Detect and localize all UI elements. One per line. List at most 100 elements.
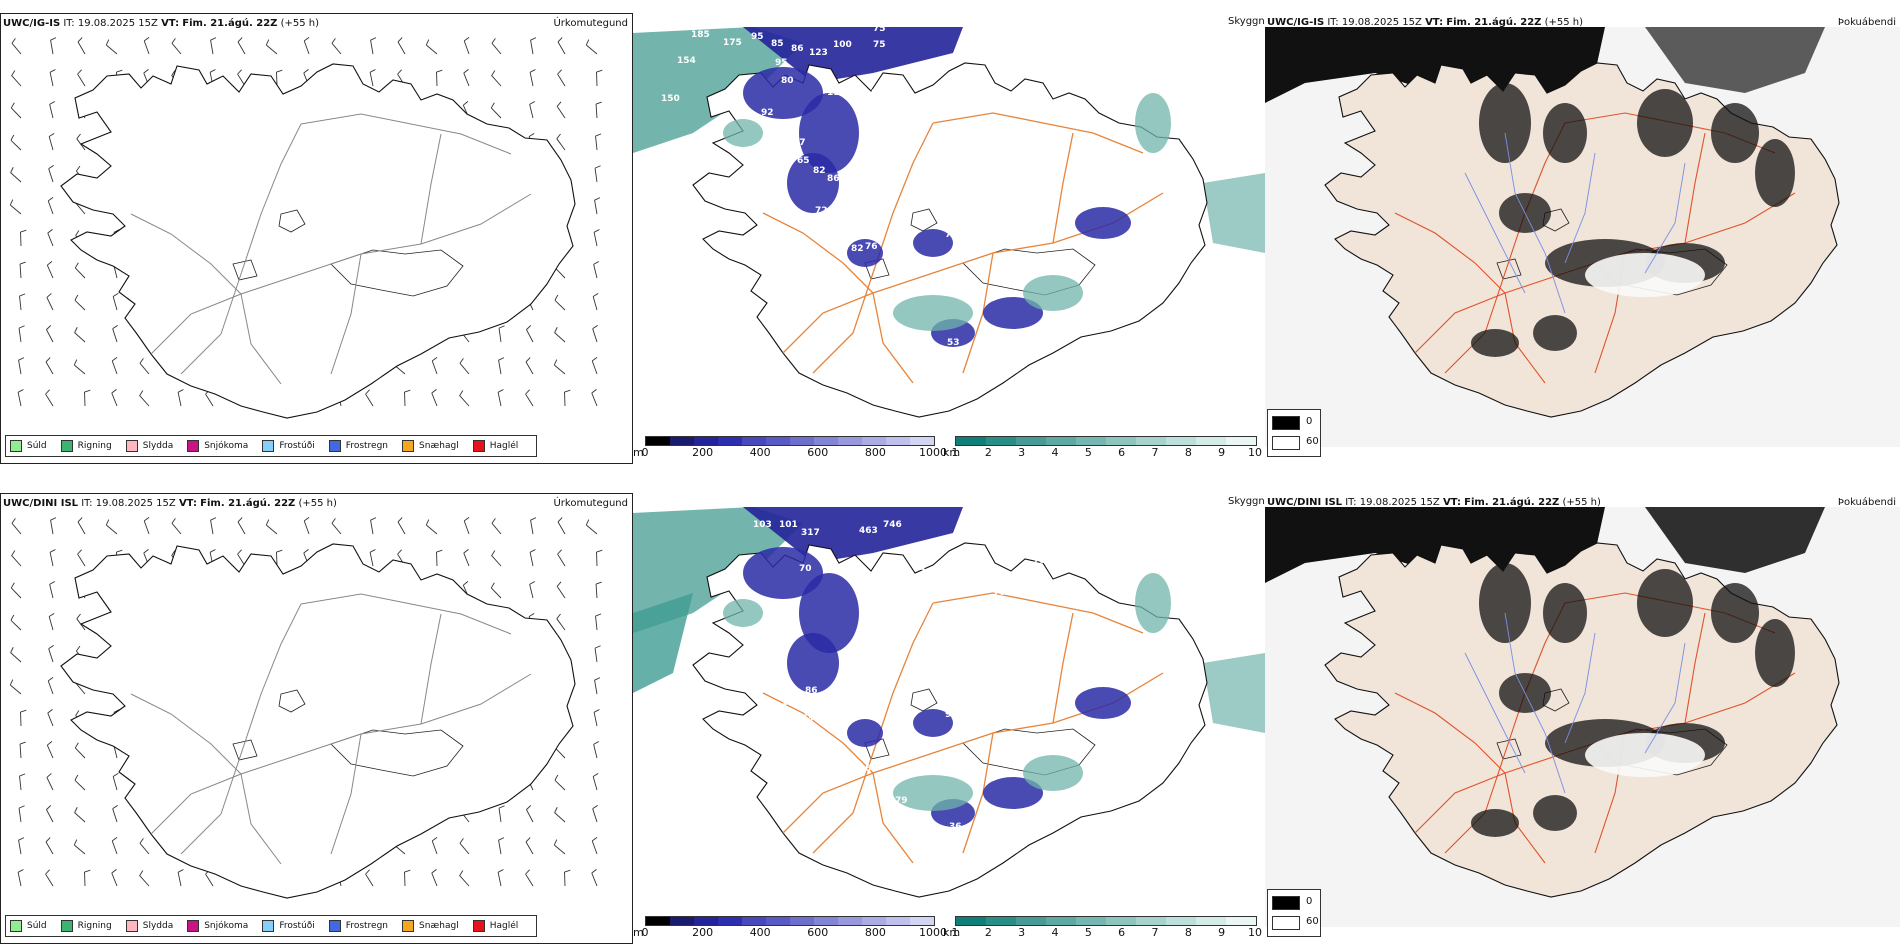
visibility-value: 80 bbox=[1017, 588, 1030, 598]
visibility-value: 185 bbox=[691, 30, 710, 40]
visibility-value: 70 bbox=[799, 564, 812, 574]
visibility-value: 95 bbox=[775, 58, 788, 68]
colorbar-tick: 2 bbox=[984, 926, 992, 939]
fog-panel-top: UWC/IG-IS IT: 19.08.2025 15Z VT: Fim. 21… bbox=[1265, 13, 1900, 464]
colorbar-tick: 0 bbox=[641, 446, 649, 459]
legend-label: Frostúði bbox=[279, 921, 315, 931]
colorbar-bin bbox=[1076, 917, 1106, 925]
visibility-value: 82 bbox=[851, 244, 864, 254]
visibility-value: 84 bbox=[1119, 530, 1132, 540]
colorbar-tick: 9 bbox=[1218, 446, 1226, 459]
colorbar-tick: 5 bbox=[1084, 926, 1092, 939]
visibility-value: 75 bbox=[919, 568, 932, 578]
legend-item: Haglél bbox=[472, 920, 518, 932]
colorbar-bin bbox=[742, 437, 766, 445]
panel-header: UWC/DINI ISL IT: 19.08.2025 15Z VT: Fim.… bbox=[3, 498, 337, 509]
visibility-value: 36 bbox=[949, 822, 962, 832]
colorbar-bin bbox=[718, 437, 742, 445]
colorbar-tick: 9 bbox=[1218, 926, 1226, 939]
visibility-value: 76 bbox=[873, 668, 886, 678]
colorbar-bin bbox=[910, 917, 934, 925]
colorbar-bin bbox=[1226, 917, 1256, 925]
colorbar-bin bbox=[956, 437, 986, 445]
colorbar-bin bbox=[1196, 917, 1226, 925]
precip-type-legend: Súld Rigning Slydda Snjókoma Frostúði Frostre… bbox=[5, 435, 538, 457]
colorbar-tick: 400 bbox=[749, 446, 771, 459]
colorbar-bin bbox=[1016, 437, 1046, 445]
legend-label: Snjókoma bbox=[204, 921, 249, 931]
colorbar-tick: 800 bbox=[864, 446, 886, 459]
colorbar-bin bbox=[646, 917, 670, 925]
colorbar-bin bbox=[766, 437, 790, 445]
visibility-colorbar: km 1 2 3 4 5 6 7 8 9 10 bbox=[943, 436, 1262, 464]
river-network bbox=[1464, 132, 1686, 314]
colorbar-bin bbox=[862, 437, 886, 445]
colorbar-tick: 1000 bbox=[919, 926, 947, 939]
colorbar-bin bbox=[1076, 437, 1106, 445]
colorbar-tick: 3 bbox=[1018, 926, 1026, 939]
legend-item: Rigning bbox=[60, 920, 112, 932]
legend-item: Snjókoma bbox=[187, 920, 248, 932]
legend-item: Slydda bbox=[125, 920, 173, 932]
colorbar-tick: 10 bbox=[1248, 926, 1262, 939]
panel-title: Úrkomutegund bbox=[553, 18, 628, 29]
panel-title: Úrkomutegund bbox=[553, 498, 628, 509]
legend-swatch bbox=[60, 920, 73, 932]
colorbar-bin bbox=[646, 437, 670, 445]
colorbar-tick: 1 bbox=[951, 926, 959, 939]
low-visibility-patches bbox=[723, 67, 1171, 347]
legend-swatch bbox=[262, 440, 275, 452]
colorbar-tick: 2 bbox=[984, 446, 992, 459]
visibility-value: 150 bbox=[661, 94, 680, 104]
legend-swatch bbox=[328, 920, 341, 932]
colorbar-bin bbox=[1106, 437, 1136, 445]
colorbar-tick: 4 bbox=[1051, 446, 1059, 459]
road-network bbox=[130, 113, 532, 385]
legend-label: Frostúði bbox=[279, 441, 315, 451]
visibility-value: 101 bbox=[779, 520, 798, 530]
legend-swatch bbox=[262, 920, 275, 932]
visibility-value: 67 bbox=[871, 88, 884, 98]
colorbar-bin bbox=[814, 437, 838, 445]
legend-item: Snæhagl bbox=[402, 920, 459, 932]
panel-header: UWC/IG-IS IT: 19.08.2025 15Z VT: Fim. 21… bbox=[3, 18, 320, 29]
visibility-value: 154 bbox=[677, 56, 696, 66]
precip-type-panel-top: UWC/IG-IS IT: 19.08.2025 15Z VT: Fim. 21… bbox=[0, 13, 633, 464]
visibility-value: 57 bbox=[793, 138, 806, 148]
colorbar-bin bbox=[956, 917, 986, 925]
colorbar-tick: 6 bbox=[1118, 926, 1126, 939]
visibility-value: 75 bbox=[873, 40, 886, 50]
iceland-outline bbox=[60, 543, 576, 899]
colorbar-tick: 0 bbox=[641, 926, 649, 939]
legend-item: Súld bbox=[10, 920, 47, 932]
colorbar-bin bbox=[1046, 437, 1076, 445]
visibility-panel-bottom: UWC/DINI ISL IT: 19.08.2025 15Z VT: Fim.… bbox=[633, 493, 1265, 944]
colorbar-bin bbox=[1046, 917, 1076, 925]
visibility-value: 118 bbox=[781, 698, 800, 708]
visibility-value: 52 bbox=[857, 172, 870, 182]
colorbar-bin bbox=[814, 917, 838, 925]
legend-label: Snæhagl bbox=[419, 441, 459, 451]
colorbar-bin bbox=[670, 917, 694, 925]
visibility-value: 66 bbox=[873, 580, 886, 590]
legend-item: Slydda bbox=[125, 440, 173, 452]
colorbar-tick: 6 bbox=[1118, 446, 1126, 459]
visibility-value: 70 bbox=[993, 588, 1006, 598]
colorbar-tick: 3 bbox=[1018, 446, 1026, 459]
colorbar-tick: 4 bbox=[1051, 926, 1059, 939]
visibility-value: 75 bbox=[873, 24, 886, 34]
fog-patches bbox=[1471, 83, 1795, 357]
fog-patches bbox=[1471, 563, 1795, 837]
precip-type-panel-bottom: UWC/DINI ISL IT: 19.08.2025 15Z VT: Fim.… bbox=[0, 493, 633, 944]
panel-title: Skyggni bbox=[1228, 496, 1268, 507]
colorbar-bin bbox=[838, 437, 862, 445]
visibility-value: 100 bbox=[833, 40, 852, 50]
legend-label: Snæhagl bbox=[419, 921, 459, 931]
visibility-value: 175 bbox=[723, 38, 742, 48]
legend-label: Snjókoma bbox=[204, 441, 249, 451]
visibility-value: 86 bbox=[1141, 526, 1154, 536]
fog-indicator-map bbox=[1265, 507, 1900, 927]
fog-legend: 0 60 bbox=[1267, 409, 1321, 457]
legend-swatch bbox=[472, 440, 485, 452]
